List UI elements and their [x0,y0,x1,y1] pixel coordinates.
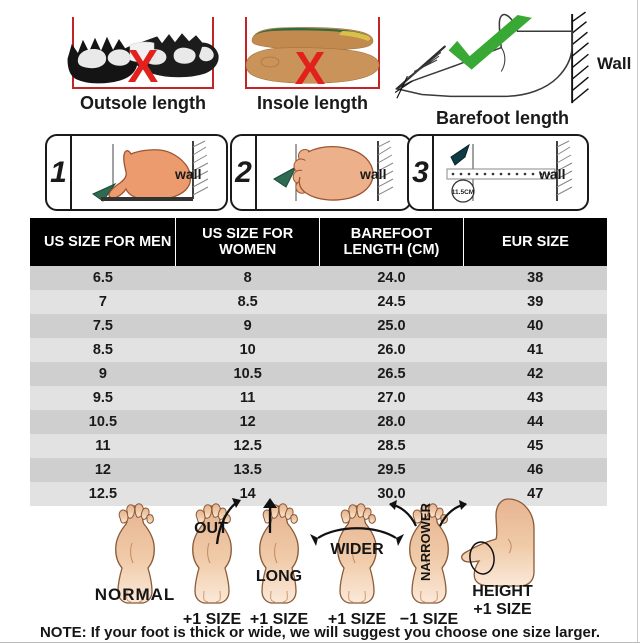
svg-text:11.5CM: 11.5CM [452,189,474,196]
